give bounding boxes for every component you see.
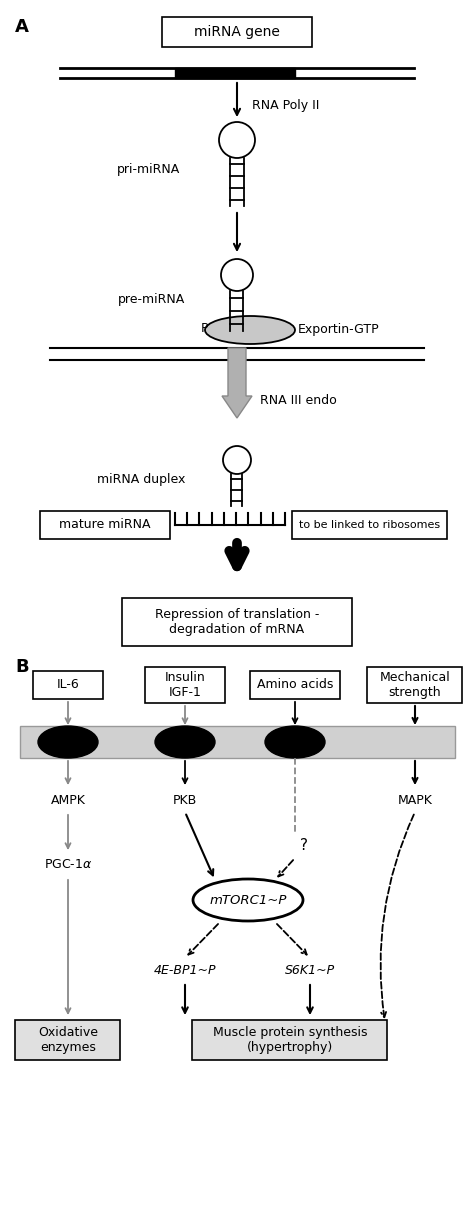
Ellipse shape — [265, 726, 325, 758]
Ellipse shape — [205, 316, 295, 344]
Text: AMPK: AMPK — [51, 794, 85, 806]
Text: ?: ? — [300, 838, 308, 852]
Text: to be linked to ribosomes: to be linked to ribosomes — [300, 520, 440, 530]
Ellipse shape — [38, 726, 98, 758]
Text: Muscle protein synthesis
(hypertrophy): Muscle protein synthesis (hypertrophy) — [213, 1026, 367, 1054]
Text: mTORC1~P: mTORC1~P — [210, 894, 287, 906]
Text: Amino acids: Amino acids — [257, 679, 333, 691]
FancyBboxPatch shape — [145, 667, 225, 703]
Text: pre-miRNA: pre-miRNA — [118, 294, 185, 307]
Text: B: B — [15, 658, 28, 676]
Text: Mechanical
strength: Mechanical strength — [380, 671, 450, 700]
Circle shape — [221, 259, 253, 291]
Text: PGC-1$\alpha$: PGC-1$\alpha$ — [44, 859, 92, 872]
Text: Insulin
IGF-1: Insulin IGF-1 — [164, 671, 205, 700]
Text: RNA III endo: RNA III endo — [260, 394, 337, 406]
Ellipse shape — [155, 726, 215, 758]
Bar — [175, 68, 295, 78]
Text: PKB: PKB — [173, 794, 197, 806]
Text: Exportin-GTP: Exportin-GTP — [298, 324, 380, 336]
FancyBboxPatch shape — [292, 511, 447, 539]
FancyBboxPatch shape — [33, 671, 103, 700]
FancyBboxPatch shape — [16, 1020, 120, 1060]
Circle shape — [223, 446, 251, 475]
FancyBboxPatch shape — [40, 511, 170, 539]
FancyBboxPatch shape — [192, 1020, 388, 1060]
Text: P: P — [201, 322, 209, 335]
Text: IL-6: IL-6 — [56, 679, 79, 691]
Text: Oxidative
enzymes: Oxidative enzymes — [38, 1026, 98, 1054]
FancyBboxPatch shape — [162, 17, 312, 46]
Text: miRNA gene: miRNA gene — [194, 24, 280, 39]
Text: 4E-BP1~P: 4E-BP1~P — [154, 964, 216, 976]
Text: A: A — [15, 18, 29, 35]
FancyBboxPatch shape — [367, 667, 463, 703]
Text: pri-miRNA: pri-miRNA — [117, 164, 180, 176]
FancyBboxPatch shape — [250, 671, 340, 700]
Ellipse shape — [193, 879, 303, 921]
Text: S6K1~P: S6K1~P — [285, 964, 335, 976]
Text: mature miRNA: mature miRNA — [59, 519, 151, 532]
Text: miRNA duplex: miRNA duplex — [97, 473, 185, 487]
Text: Repression of translation -
degradation of mRNA: Repression of translation - degradation … — [155, 608, 319, 636]
Text: RNA Poly II: RNA Poly II — [252, 99, 319, 111]
FancyBboxPatch shape — [122, 598, 352, 646]
Circle shape — [219, 122, 255, 158]
Bar — [20, 726, 455, 758]
FancyArrow shape — [222, 349, 252, 418]
Text: MAPK: MAPK — [398, 794, 432, 806]
